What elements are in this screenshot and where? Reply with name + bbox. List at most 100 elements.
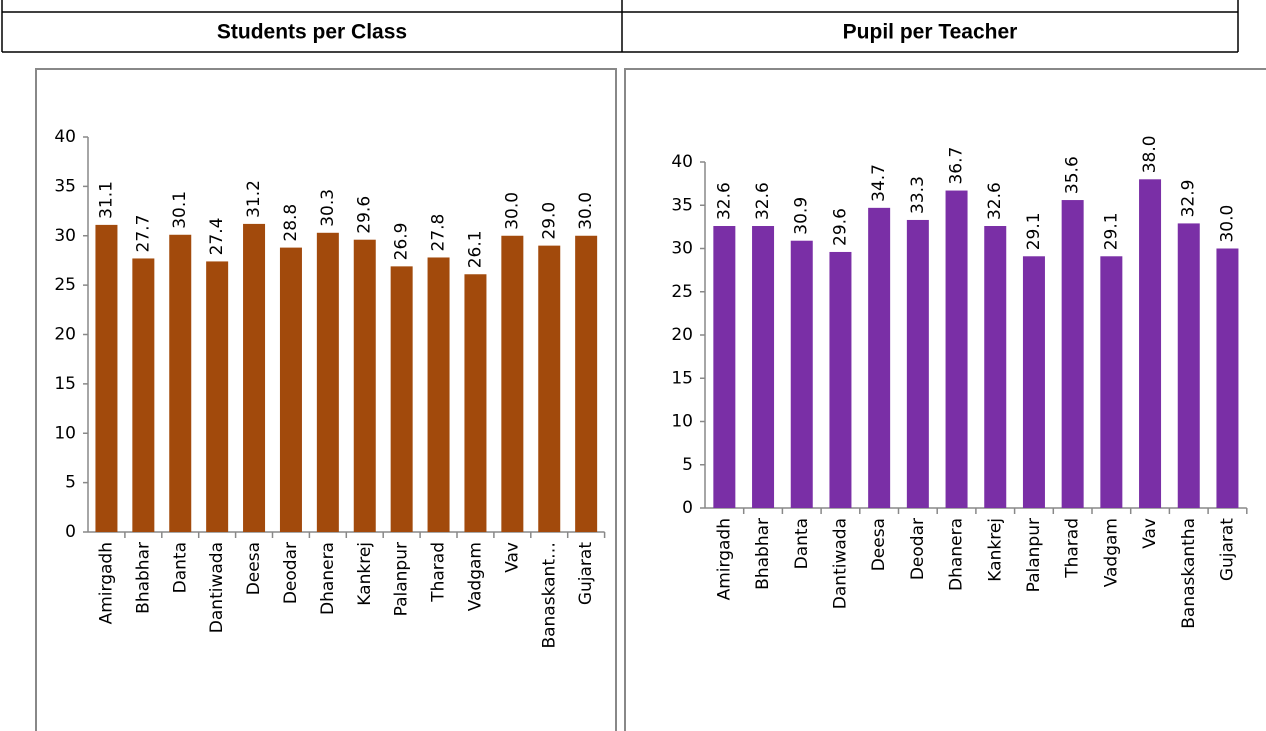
- x-tick-label: Gujarat: [1217, 518, 1237, 581]
- y-tick-label: 25: [671, 282, 693, 302]
- chart-title: Students per Class: [217, 21, 407, 44]
- value-label: 29.6: [355, 196, 375, 234]
- x-tick-label: Danta: [170, 542, 190, 593]
- bar: [945, 190, 968, 509]
- bar: [829, 251, 852, 508]
- y-tick-label: 35: [54, 176, 76, 196]
- y-tick-label: 20: [54, 325, 76, 345]
- y-tick-label: 0: [682, 498, 693, 518]
- x-tick-label: Deesa: [869, 518, 889, 571]
- bar: [790, 240, 813, 508]
- bar: [427, 257, 450, 532]
- value-label: 29.0: [539, 202, 559, 240]
- value-label: 27.4: [207, 218, 227, 256]
- y-tick-label: 15: [54, 374, 76, 394]
- bar: [206, 261, 229, 532]
- bar: [868, 207, 891, 508]
- y-tick-label: 30: [671, 239, 693, 259]
- x-tick-label: Dhanera: [318, 542, 338, 615]
- bar: [95, 224, 118, 532]
- value-label: 38.0: [1140, 135, 1160, 173]
- header-table: [1, 0, 1239, 53]
- x-tick-label: Vav: [1140, 518, 1160, 549]
- x-tick-label: Gujarat: [576, 542, 596, 605]
- value-label: 29.6: [830, 208, 850, 246]
- value-label: 30.0: [502, 192, 522, 230]
- x-tick-label: Amirgadh: [714, 518, 734, 600]
- x-tick-label: Bhabhar: [133, 542, 153, 614]
- value-label: 26.1: [465, 230, 485, 268]
- x-tick-label: Deesa: [244, 542, 264, 595]
- x-tick-label: Dantiwada: [830, 518, 850, 609]
- x-tick-label: Vav: [502, 542, 522, 573]
- y-tick-label: 30: [54, 226, 76, 246]
- x-tick-label: Danta: [792, 518, 812, 569]
- panel-border: [624, 68, 1266, 731]
- x-tick-label: Amirgadh: [96, 542, 116, 624]
- bar: [1061, 200, 1084, 508]
- y-tick-label: 40: [671, 152, 693, 172]
- x-tick-label: Dantiwada: [207, 542, 227, 633]
- x-tick-label: Kankrej: [985, 518, 1005, 582]
- y-tick-label: 5: [65, 473, 76, 493]
- x-tick-label: Dhanera: [947, 518, 967, 591]
- value-label: 30.1: [170, 191, 190, 229]
- value-label: 33.3: [908, 176, 928, 214]
- y-tick-label: 0: [65, 522, 76, 542]
- y-tick-label: 35: [671, 195, 693, 215]
- value-label: 32.9: [1179, 180, 1199, 218]
- value-label: 30.0: [576, 192, 596, 230]
- value-label: 27.8: [429, 214, 449, 252]
- value-label: 32.6: [753, 182, 773, 220]
- y-tick-label: 10: [54, 423, 76, 443]
- bar: [353, 239, 376, 532]
- x-tick-label: Tharad: [429, 542, 449, 603]
- bar: [279, 247, 302, 532]
- bar: [464, 274, 487, 532]
- value-label: 32.6: [985, 182, 1005, 220]
- bar: [575, 235, 598, 532]
- bar: [316, 232, 339, 532]
- x-tick-label: Palanpur: [392, 542, 412, 616]
- value-label: 30.0: [1217, 205, 1237, 243]
- value-label: 31.1: [96, 181, 116, 219]
- bar: [538, 245, 561, 532]
- y-tick-label: 5: [682, 455, 693, 475]
- x-tick-label: Kankrej: [355, 542, 375, 606]
- value-label: 30.9: [792, 197, 812, 235]
- y-tick-label: 15: [671, 368, 693, 388]
- value-label: 31.2: [244, 180, 264, 218]
- x-tick-label: Vadgam: [1101, 518, 1121, 587]
- panel-border: [35, 68, 617, 731]
- y-tick-label: 40: [54, 127, 76, 147]
- value-label: 34.7: [869, 164, 889, 202]
- value-label: 27.7: [133, 215, 153, 253]
- bar: [1216, 248, 1239, 508]
- value-label: 32.6: [714, 182, 734, 220]
- x-tick-label: Palanpur: [1024, 518, 1044, 592]
- bar: [906, 219, 929, 508]
- bar: [1100, 256, 1123, 508]
- bar: [1022, 256, 1045, 508]
- y-tick-label: 20: [671, 325, 693, 345]
- x-tick-label: Vadgam: [465, 542, 485, 611]
- bar: [1139, 179, 1162, 509]
- bar: [169, 234, 192, 532]
- y-tick-label: 10: [671, 412, 693, 432]
- x-tick-label: Banaskantha: [1179, 518, 1199, 629]
- bar: [713, 226, 736, 508]
- value-label: 29.1: [1101, 212, 1121, 250]
- value-label: 29.1: [1024, 212, 1044, 250]
- bar: [984, 226, 1007, 508]
- x-tick-label: Deodar: [908, 518, 928, 580]
- bar: [243, 223, 266, 532]
- bar: [132, 258, 155, 532]
- x-tick-label: Bhabhar: [753, 518, 773, 590]
- y-tick-label: 25: [54, 275, 76, 295]
- bar: [390, 266, 413, 532]
- bar: [752, 226, 775, 508]
- value-label: 36.7: [947, 147, 967, 185]
- x-tick-label: Banaskant…: [539, 542, 559, 649]
